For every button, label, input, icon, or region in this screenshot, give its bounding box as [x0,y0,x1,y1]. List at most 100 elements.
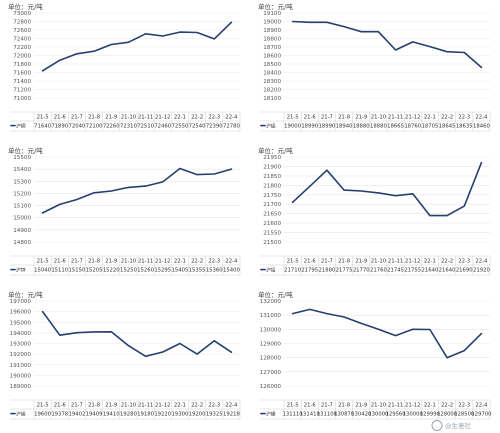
chart-1-data-point [213,38,215,40]
chart-2-data-point [326,21,328,23]
chart-panel-3: 单位：元/吨 14800 14900 15000 15100 15200 15300 1540… [0,144,250,288]
chart-3-y-tick-label: 15200 [13,191,31,197]
chart-1-x-tick-label: 22-4 [225,114,238,120]
chart-2-x-tick-label: 21-7 [321,114,333,120]
chart-5-svg: 单位：元/吨 189000 190000 191000 192000 193000 1940… [8,290,240,420]
chart-1-x-tick-label: 21-9 [105,114,117,120]
chart-2-y-tick-label: 18600 [263,54,281,60]
chart-2-x-tick-label: 22-1 [424,114,436,120]
chart-1-x-tick-label: 22-1 [174,114,186,120]
chart-3-data-label: 15400 [223,268,240,274]
chart-6-x-tick-label: 21-12 [405,402,420,408]
chart-2-y-tick-label: 19000 [263,20,281,26]
chart-1-x-tick-label: 22-2 [191,114,203,120]
chart-3-x-tick-label: 22-2 [191,258,203,264]
chart-3-x-tick-label: 21-6 [54,258,67,264]
chart-2-x-tick-label: 21-11 [388,114,403,120]
chart-1-y-tick-label: 72600 [13,28,31,34]
chart-5-y-tick-label: 193000 [10,342,32,348]
chart-1-x-tick-label: 21-5 [37,114,49,120]
chart-6-y-tick-label: 131000 [260,313,282,319]
chart-4-x-tick-label: 21-9 [355,258,367,264]
chart-5-data-point [196,353,198,355]
chart-4-x-tick-label: 21-11 [388,258,403,264]
chart-4-x-tick-label: 21-12 [405,258,420,264]
chart-3-y-tick-label: 15100 [13,204,31,210]
chart-2-x-tick-label: 21-10 [371,114,387,120]
chart-6-x-tick-label: 22-2 [441,402,453,408]
chart-5-data-point [76,332,78,334]
chart-3-series-line [41,167,233,214]
chart-4-data-label: 21760 [370,268,387,274]
chart-3-x-tick-label: 21-9 [105,258,117,264]
chart-3-data-label: 15405 [171,268,188,274]
chart-2-row-label: 沪铝 [266,122,276,129]
chart-4-unit-label: 单位：元/吨 [258,146,293,155]
chart-2-data-label: 18940 [336,124,353,130]
chart-2-data-point [446,51,448,53]
chart-2-data-point [463,51,465,54]
chart-4-data-point [360,190,362,192]
chart-2-y-tick-label: 18100 [263,96,281,102]
chart-3-x-tick-label: 21-8 [88,258,101,264]
chart-6-x-tick-label: 22-4 [475,402,488,408]
chart-2-y-tick-label: 18200 [263,88,281,94]
chart-5-series-line [41,310,233,358]
chart-5-y-tick-label: 196000 [10,310,32,316]
chart-6-data-point [480,332,483,335]
chart-6-data-label: 131110 [282,412,303,418]
chart-4-data-label: 21745 [387,268,404,274]
chart-3-data-label: 15295 [154,268,171,274]
chart-panel-1: 单位：元/吨 71000 71200 71400 71600 71800 72000 7220… [0,0,250,144]
chart-6-data-label: 130000 [403,412,424,418]
chart-1-y-tick-label: 71400 [13,79,31,85]
chart-1-data-label: 72780 [223,124,240,130]
chart-3-data-point [93,192,95,194]
chart-3-y-tick-label: 15400 [13,167,31,173]
chart-6-x-tick-label: 22-1 [424,402,436,408]
chart-6-data-point [377,328,380,330]
chart-4-y-tick-label: 21900 [263,164,281,170]
chart-5-y-tick-label: 191000 [10,363,32,369]
chart-4-data-label: 21770 [353,268,370,274]
chart-4-data-point [343,189,345,191]
chart-2-data-point [394,49,397,51]
chart-6-y-tick-label: 127000 [260,370,282,376]
chart-2-data-point [309,21,311,23]
chart-2-y-tick-label: 18300 [263,79,281,85]
chart-4-x-tick-label: 22-2 [441,258,453,264]
chart-6-data-point [394,334,397,337]
chart-1-data-label: 72310 [120,124,137,130]
chart-2-data-label: 18880 [353,124,370,130]
chart-6-data-point [429,328,431,331]
chart-1-data-point [162,35,164,37]
chart-3-x-tick-label: 21-10 [121,258,137,264]
chart-2-x-tick-label: 22-4 [475,114,488,120]
chart-5-data-label: 19378 [51,412,68,418]
chart-5-y-tick-label: 189000 [10,384,32,390]
chart-2-unit-label: 单位：元/吨 [258,2,293,11]
chart-5-x-tick-label: 21-8 [88,402,101,408]
chart-5-x-tick-label: 21-9 [105,402,117,408]
chart-4-x-tick-label: 22-1 [424,258,436,264]
chart-2-y-tick-label: 18900 [263,28,281,34]
chart-4-data-point [377,192,380,194]
chart-5-x-tick-label: 21-12 [155,402,170,408]
chart-6-data-label: 130870 [334,412,355,418]
chart-6-y-tick-label: 132000 [260,299,282,305]
chart-1-x-tick-label: 22-3 [208,114,220,120]
chart-3-x-tick-label: 22-3 [208,258,220,264]
chart-1-data-point [93,50,95,52]
chart-2-y-tick-label: 18800 [263,37,281,43]
chart-1-y-tick-label: 72000 [13,54,31,60]
chart-1-data-point [76,53,78,55]
chart-5-x-tick-label: 22-3 [208,402,220,408]
chart-2-data-label: 18645 [439,124,456,130]
chart-4-data-label: 21640 [421,268,438,274]
chart-6-data-label: 131108 [317,412,338,418]
chart-5-data-label: 19200 [189,412,206,418]
chart-6-x-tick-label: 21-7 [321,402,333,408]
chart-1-data-label: 72390 [206,124,223,130]
chart-4-row-label: 沪铅 [266,266,276,273]
